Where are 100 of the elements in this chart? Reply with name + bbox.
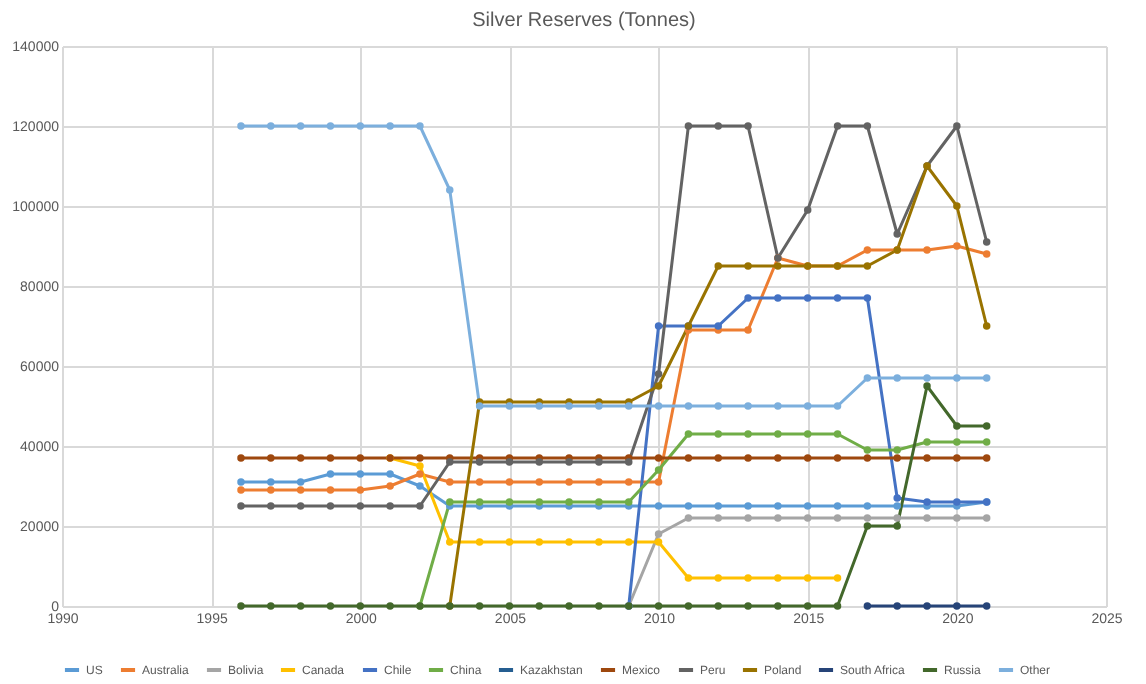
point xyxy=(625,478,633,486)
point xyxy=(774,514,782,522)
point xyxy=(893,514,901,522)
point xyxy=(356,122,365,130)
point xyxy=(714,262,722,270)
point xyxy=(863,514,872,522)
point xyxy=(714,430,722,438)
point xyxy=(744,514,752,522)
point xyxy=(684,514,693,522)
point xyxy=(982,374,991,382)
point xyxy=(267,454,275,462)
point xyxy=(654,530,663,538)
point xyxy=(296,502,305,510)
point xyxy=(714,502,722,510)
point xyxy=(505,538,514,546)
point xyxy=(654,478,663,486)
point xyxy=(744,294,752,302)
point xyxy=(535,602,543,610)
point xyxy=(893,494,901,502)
point xyxy=(416,462,424,470)
point xyxy=(744,326,752,334)
point xyxy=(863,602,872,610)
point xyxy=(595,538,603,546)
point xyxy=(684,502,693,510)
point xyxy=(714,574,722,582)
point xyxy=(803,454,812,462)
point xyxy=(863,246,872,254)
point xyxy=(982,422,991,430)
point xyxy=(684,454,693,462)
point xyxy=(296,486,305,494)
point xyxy=(833,514,842,522)
point xyxy=(237,602,245,610)
point xyxy=(267,602,275,610)
point xyxy=(505,602,514,610)
point xyxy=(714,454,722,462)
point xyxy=(326,454,335,462)
point xyxy=(923,374,931,382)
point xyxy=(953,514,961,522)
point xyxy=(744,602,752,610)
point xyxy=(326,122,335,130)
point xyxy=(416,470,424,478)
point xyxy=(416,482,424,490)
point xyxy=(744,262,752,270)
point xyxy=(267,486,275,494)
point xyxy=(475,602,484,610)
point xyxy=(386,470,394,478)
point xyxy=(863,374,872,382)
point xyxy=(953,242,961,250)
point xyxy=(684,574,693,582)
point xyxy=(923,382,931,390)
point xyxy=(416,502,424,510)
point xyxy=(744,454,752,462)
point xyxy=(774,262,782,270)
point xyxy=(982,602,991,610)
point xyxy=(386,602,394,610)
point xyxy=(893,502,901,510)
point xyxy=(416,122,424,130)
point xyxy=(833,402,842,410)
point xyxy=(863,262,872,270)
point xyxy=(953,122,961,130)
point xyxy=(833,602,842,610)
point xyxy=(863,446,872,454)
point xyxy=(356,454,365,462)
point xyxy=(923,454,931,462)
point xyxy=(982,438,991,446)
point xyxy=(565,538,573,546)
point xyxy=(267,502,275,510)
point xyxy=(803,602,812,610)
point xyxy=(595,602,603,610)
point xyxy=(356,602,365,610)
point xyxy=(893,602,901,610)
point xyxy=(893,230,901,238)
point xyxy=(953,438,961,446)
point xyxy=(714,402,722,410)
point xyxy=(356,470,365,478)
point xyxy=(744,430,752,438)
point xyxy=(923,246,931,254)
point xyxy=(774,430,782,438)
point xyxy=(654,602,663,610)
point xyxy=(803,514,812,522)
point xyxy=(714,122,722,130)
point xyxy=(803,206,812,214)
point xyxy=(565,478,573,486)
point xyxy=(684,602,693,610)
point xyxy=(296,602,305,610)
point xyxy=(982,514,991,522)
point xyxy=(803,502,812,510)
point xyxy=(356,486,365,494)
point xyxy=(774,402,782,410)
point xyxy=(833,430,842,438)
point xyxy=(774,454,782,462)
chart-title: Silver Reserves (Tonnes) xyxy=(472,10,696,32)
point xyxy=(774,502,782,510)
point xyxy=(833,122,842,130)
point xyxy=(833,502,842,510)
point xyxy=(475,538,484,546)
point xyxy=(953,602,961,610)
point xyxy=(982,238,991,246)
point xyxy=(475,478,484,486)
point xyxy=(953,454,961,462)
